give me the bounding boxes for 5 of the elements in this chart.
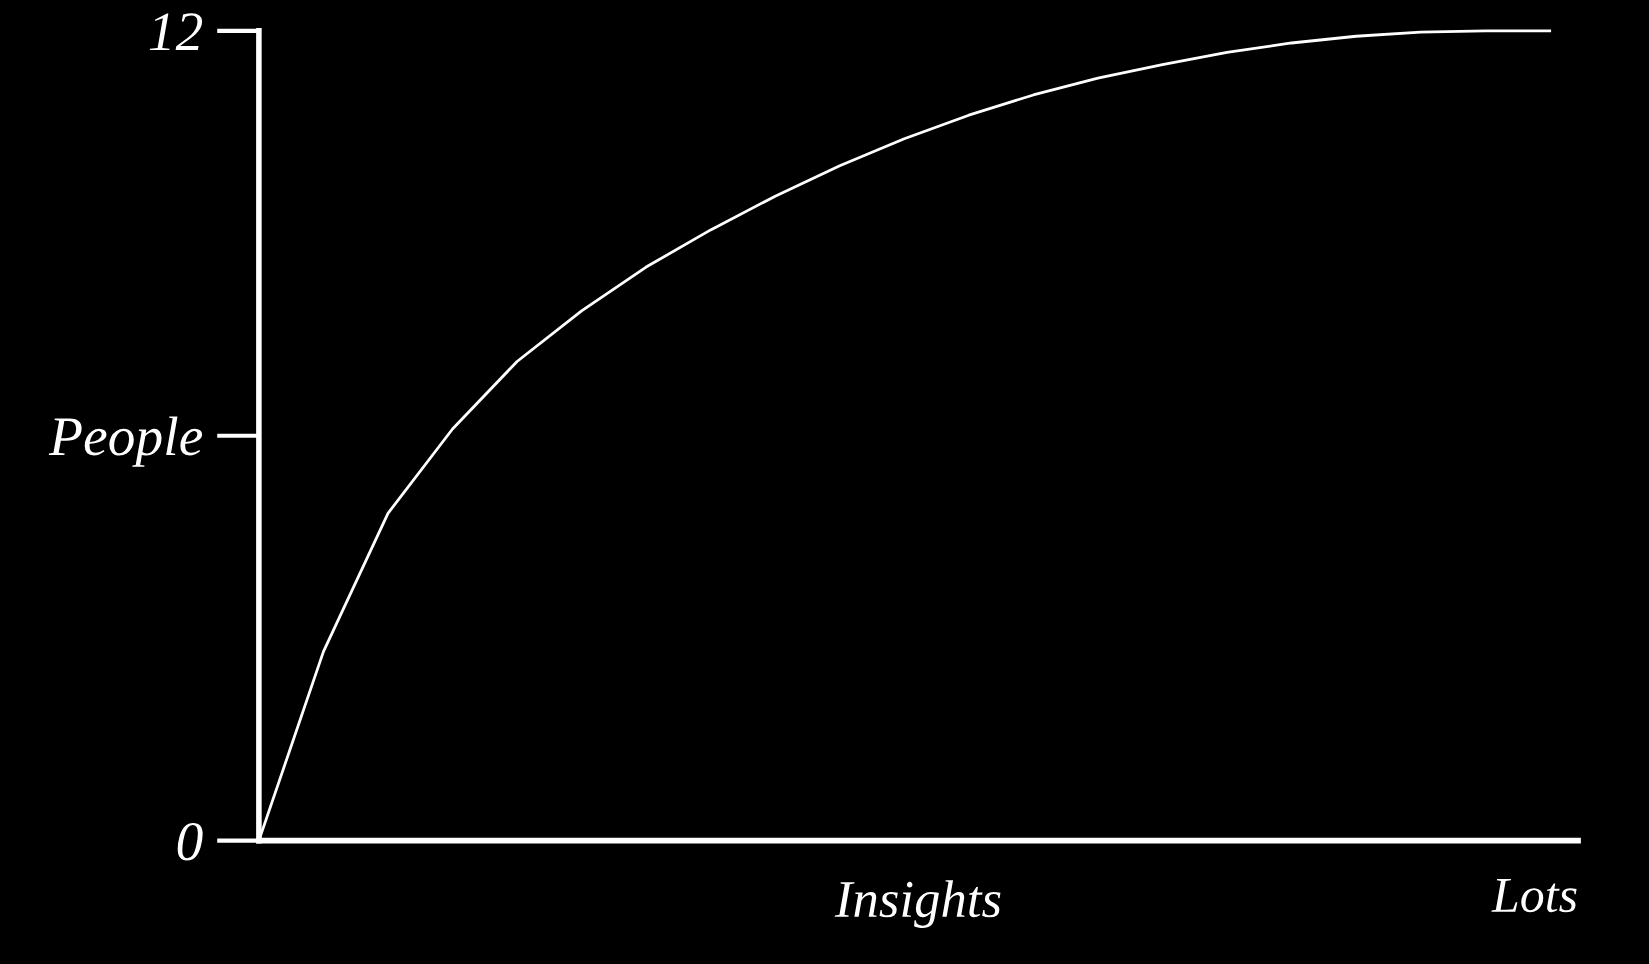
- x-axis-title: Insights: [834, 880, 1001, 929]
- y-tick-label: People: [48, 416, 203, 467]
- y-tick-label: 12: [149, 13, 203, 51]
- text: Lots: [1491, 879, 1577, 913]
- y-tick-label: 0: [177, 822, 203, 861]
